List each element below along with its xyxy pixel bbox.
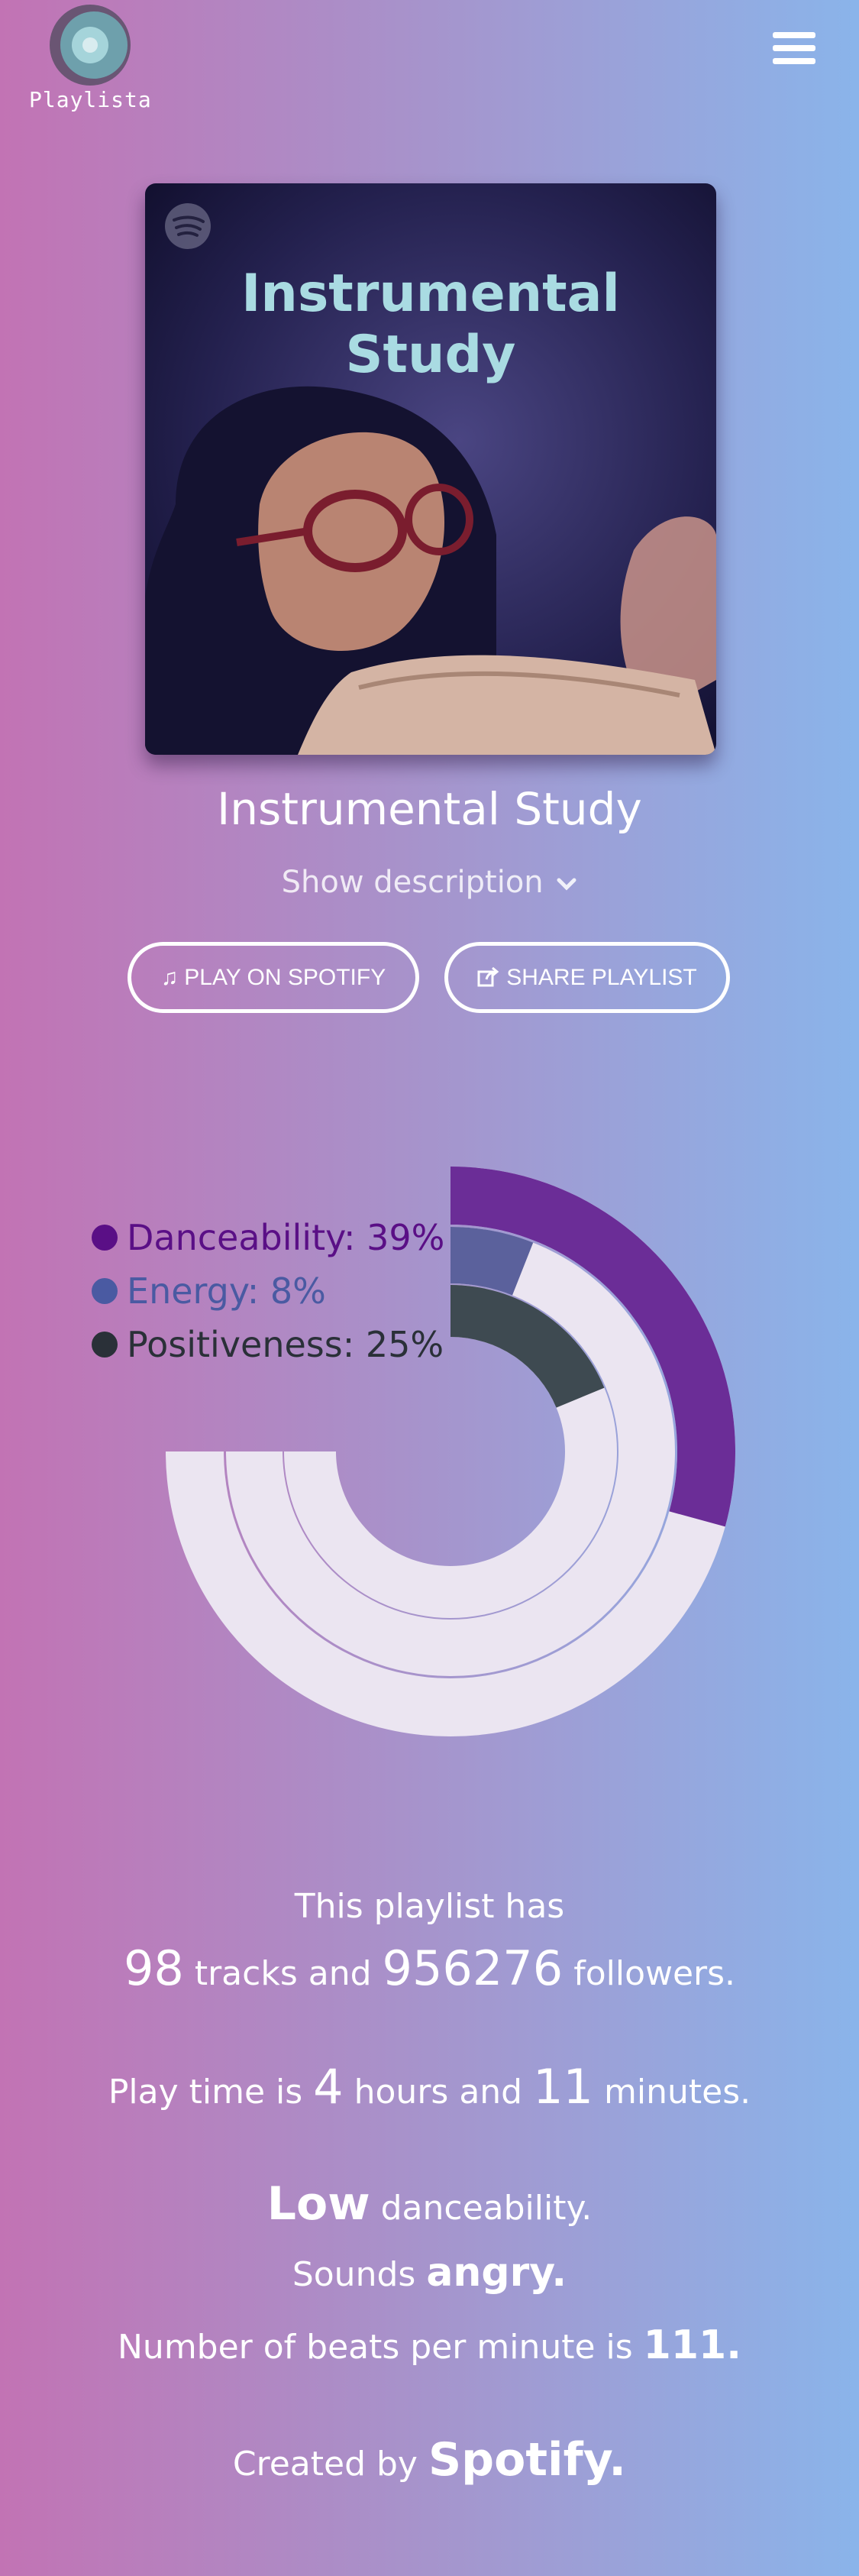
- legend-label-positiveness: Positiveness: 25%: [127, 1324, 444, 1365]
- share-icon: [477, 946, 500, 1009]
- playtime-minutes: 11: [533, 2059, 594, 2115]
- stats-mood: Sounds angry.: [0, 2250, 859, 2296]
- legend-dot-energy: [92, 1278, 118, 1304]
- legend-item-energy: Energy: 8%: [92, 1264, 444, 1318]
- hamburger-menu-icon[interactable]: [773, 32, 815, 70]
- show-description-label: Show description: [281, 865, 544, 900]
- show-description-toggle[interactable]: Show description: [0, 865, 859, 900]
- danceability-word: danceability.: [380, 2189, 593, 2228]
- stats-danceability: Low danceability.: [0, 2177, 859, 2231]
- cover-title: Instrumental Study: [145, 264, 716, 386]
- stats-playtime: Play time is 4 hours and 11 minutes.: [0, 2059, 859, 2115]
- playtime-hours-word: hours and: [354, 2073, 523, 2112]
- playlist-title: Instrumental Study: [217, 783, 642, 835]
- ring-bar-energy[interactable]: [450, 1227, 534, 1296]
- created-prefix: Created by: [232, 2445, 418, 2484]
- app-logo[interactable]: Playlista: [29, 3, 151, 112]
- playtime-prefix: Play time is: [108, 2073, 303, 2112]
- audio-features-radial-chart: [166, 1167, 736, 1736]
- legend-label-danceability: Danceability: 39%: [127, 1217, 445, 1258]
- mood-prefix: Sounds: [292, 2255, 416, 2294]
- danceability-level: Low: [266, 2177, 370, 2231]
- bpm-prefix: Number of beats per minute is: [118, 2328, 633, 2367]
- bpm-value: 111.: [643, 2322, 741, 2368]
- cover-title-line2: Study: [345, 325, 516, 385]
- creator-name: Spotify.: [428, 2433, 627, 2487]
- ring-bar-positiveness[interactable]: [450, 1285, 605, 1408]
- ring-bar-danceability[interactable]: [450, 1167, 736, 1527]
- tracks-word: tracks and: [194, 1954, 372, 1993]
- stats-created-by: Created by Spotify.: [0, 2433, 859, 2487]
- play-on-spotify-button[interactable]: ♫ PLAY ON SPOTIFY: [128, 942, 419, 1013]
- followers-count: 956276: [382, 1940, 564, 1996]
- playtime-hours: 4: [313, 2059, 344, 2115]
- share-playlist-button[interactable]: SHARE PLAYLIST: [444, 942, 730, 1013]
- legend-item-danceability: Danceability: 39%: [92, 1211, 444, 1264]
- mood-value: angry.: [426, 2250, 567, 2296]
- cover-title-line1: Instrumental: [241, 264, 620, 324]
- chevron-down-icon: [557, 878, 576, 891]
- legend-dot-danceability: [92, 1225, 118, 1251]
- tracks-count: 98: [123, 1940, 184, 1996]
- logo-text: Playlista: [29, 87, 152, 112]
- legend-item-positiveness: Positiveness: 25%: [92, 1318, 444, 1371]
- vinyl-disc-icon: [50, 5, 131, 86]
- play-on-spotify-label: PLAY ON SPOTIFY: [184, 965, 386, 990]
- legend-dot-positiveness: [92, 1332, 118, 1358]
- music-note-icon: ♫: [160, 965, 179, 990]
- stats-tracks-followers: 98 tracks and 956276 followers.: [0, 1940, 859, 1996]
- legend-label-energy: Energy: 8%: [127, 1270, 326, 1312]
- spotify-icon: [165, 203, 211, 249]
- followers-word: followers.: [573, 1954, 736, 1993]
- playtime-minutes-word: minutes.: [604, 2073, 751, 2112]
- share-playlist-label: SHARE PLAYLIST: [506, 965, 697, 990]
- stats-bpm: Number of beats per minute is 111.: [0, 2322, 859, 2368]
- playlist-cover-image: Instrumental Study: [145, 183, 716, 755]
- chart-legend: Danceability: 39% Energy: 8% Positivenes…: [92, 1211, 444, 1371]
- stats-intro: This playlist has: [294, 1887, 565, 1926]
